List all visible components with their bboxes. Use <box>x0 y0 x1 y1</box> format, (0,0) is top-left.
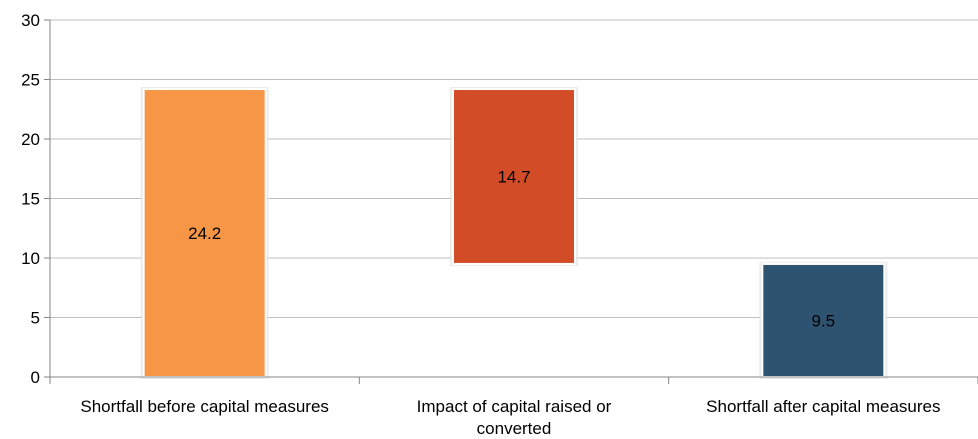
x-tick-label-line: converted <box>477 419 552 438</box>
bar <box>142 88 267 379</box>
y-tick-label: 5 <box>31 309 40 328</box>
x-tick-label: Shortfall after capital measures <box>706 397 940 416</box>
x-tick-label: Shortfall before capital measures <box>80 397 329 416</box>
bar <box>452 88 576 265</box>
x-tick-label: Impact of capital raised or converted <box>417 397 612 438</box>
x-tick-label-line: Shortfall after capital measures <box>706 397 940 416</box>
labels: 0 5 10 15 20 25 30 24.2 14.7 9.5 Shortfall before … <box>21 11 940 438</box>
y-tick-label: 15 <box>21 190 40 209</box>
data-label: 14.7 <box>497 167 530 186</box>
y-tick-label: 30 <box>21 11 40 30</box>
data-label: 24.2 <box>188 224 221 243</box>
bars <box>140 87 888 380</box>
x-tick-label-line: Impact of capital raised or <box>417 397 612 416</box>
y-tick-label: 20 <box>21 130 40 149</box>
bar <box>761 262 886 379</box>
x-tick-label-line: Shortfall before capital measures <box>80 397 329 416</box>
axes <box>44 19 978 384</box>
y-tick-label: 0 <box>31 368 40 387</box>
data-label: 9.5 <box>812 311 836 330</box>
y-tick-label: 25 <box>21 71 40 90</box>
y-tick-label: 10 <box>21 249 40 268</box>
